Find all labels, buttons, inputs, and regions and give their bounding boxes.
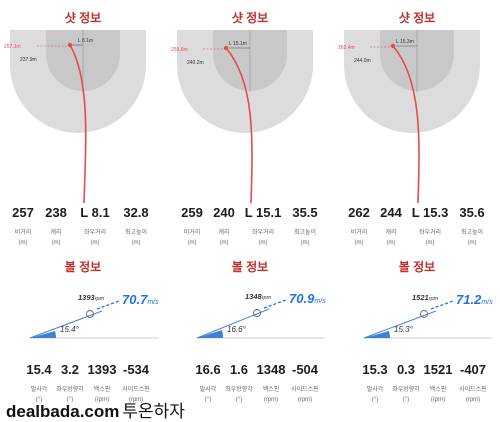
- ball-trajectory: [69, 44, 87, 204]
- speed-arrow: [96, 300, 120, 310]
- shot-panel-3: 샷 정보 L 15.3m 262.4m 244.0m 262 비거리 (m) 244…: [334, 0, 500, 418]
- side-distance-label: L 15.3m: [396, 39, 414, 45]
- stat-carry: 244 캐리 (m): [380, 205, 402, 246]
- launch-direction-line: [196, 308, 270, 339]
- launch-direction-line: [363, 310, 437, 339]
- shot-field-diagram: L 15.3m 262.4m 244.0m: [338, 30, 480, 204]
- stat-launch-angle: 15.4 발사각 (°): [26, 362, 52, 403]
- watermark-author: 투온하자: [122, 402, 185, 421]
- backspin-rpm: 1521rpm: [412, 293, 439, 302]
- launch-angle-label: 16.6°: [227, 325, 247, 334]
- shot-panel-1: 샷 정보 L 8.1m 257.1m 237.9m 257 비거리 (m) 238 캐…: [0, 0, 166, 418]
- speed-arrow: [263, 299, 287, 309]
- shot-info-title: 샷 정보: [64, 11, 102, 25]
- shot-info-title: 샷 정보: [231, 11, 269, 25]
- launch-direction-line: [29, 310, 103, 339]
- stat-side-distance: L 15.1 좌우거리 (m): [244, 205, 282, 246]
- launch-angle-wedge: [30, 331, 56, 338]
- watermark: dealbada.com 투온하자: [6, 397, 185, 422]
- launch-angle-label: 15.4°: [60, 325, 80, 334]
- ball-trajectory: [392, 45, 420, 204]
- side-distance-label: L 15.1m: [229, 41, 247, 47]
- watermark-site: dealbada.com: [6, 402, 120, 421]
- shot-field-diagram: L 15.1m 259.6m 240.2m: [171, 30, 313, 204]
- stat-max-height: 32.8 최고높이 (m): [123, 205, 149, 246]
- stat-side-angle: 1.6 좌우방향각 (°): [225, 362, 253, 403]
- ball-info-title: 볼 정보: [64, 260, 102, 274]
- ball-info-title: 볼 정보: [398, 260, 436, 274]
- total-distance-label: 257.1m: [4, 44, 21, 50]
- side-distance-label: L 8.1m: [78, 38, 93, 44]
- launch-angle-wedge: [197, 330, 224, 338]
- shot-info-title: 샷 정보: [398, 11, 436, 25]
- stat-side-distance: L 8.1 좌우거리 (m): [80, 205, 110, 246]
- landing-point: [223, 45, 229, 51]
- stat-backspin: 1521 백스핀 (rpm): [423, 362, 453, 403]
- total-distance-label: 259.6m: [171, 47, 188, 53]
- stat-total-distance: 257 비거리 (m): [12, 205, 34, 246]
- stat-sidespin: -504 사이드스핀 (rpm): [291, 362, 319, 403]
- landing-point: [390, 43, 396, 49]
- shot-field-diagram: L 8.1m 257.1m 237.9m: [4, 30, 146, 204]
- landing-point: [67, 42, 73, 48]
- stat-backspin: 1348 백스핀 (rpm): [256, 362, 286, 403]
- speed-arrow: [430, 300, 454, 310]
- stat-total-distance: 262 비거리 (m): [348, 205, 370, 246]
- launch-diagram: 15.4° 1393rpm 70.7m/s: [29, 292, 159, 339]
- launch-diagram: 15.3° 1521rpm 71.2m/s: [363, 292, 493, 339]
- stat-side-distance: L 15.3 좌우거리 (m): [411, 205, 449, 246]
- launch-diagram: 16.6° 1348rpm 70.9m/s: [196, 291, 326, 339]
- stat-max-height: 35.5 최고높이 (m): [292, 205, 318, 246]
- backspin-rpm: 1393rpm: [78, 293, 105, 302]
- spin-icon: [86, 310, 94, 318]
- ball-info-title: 볼 정보: [231, 260, 269, 274]
- launch-angle-wedge: [364, 331, 390, 338]
- carry-distance-label: 240.2m: [187, 60, 204, 66]
- stat-carry: 238 캐리 (m): [45, 205, 67, 246]
- ball-speed: 71.2m/s: [456, 292, 493, 307]
- backspin-rpm: 1348rpm: [245, 292, 272, 301]
- carry-distance-label: 237.9m: [20, 57, 37, 63]
- stat-total-distance: 259 비거리 (m): [181, 205, 203, 246]
- stat-side-angle: 0.3 좌우방향각 (°): [392, 362, 420, 403]
- spin-icon: [253, 309, 261, 317]
- launch-angle-label: 15.3°: [394, 325, 414, 334]
- stat-sidespin: -534 사이드스핀 (rpm): [122, 362, 150, 403]
- spin-icon: [420, 310, 428, 318]
- total-distance-label: 262.4m: [338, 45, 355, 51]
- stat-max-height: 35.6 최고높이 (m): [459, 205, 485, 246]
- stat-side-angle: 3.2 좌우방향각 (°): [56, 362, 84, 403]
- carry-distance-label: 244.0m: [354, 58, 371, 64]
- stat-carry: 240 캐리 (m): [213, 205, 235, 246]
- shot-panel-2: 샷 정보 L 15.1m 259.6m 240.2m 259 비거리 (m) 240…: [167, 0, 333, 418]
- ball-speed: 70.7m/s: [122, 292, 159, 307]
- ball-speed: 70.9m/s: [289, 291, 326, 306]
- stat-launch-angle: 16.6 발사각 (°): [195, 362, 221, 403]
- stat-sidespin: -407 사이드스핀 (rpm): [459, 362, 487, 403]
- stat-launch-angle: 15.3 발사각 (°): [362, 362, 388, 403]
- stat-backspin: 1393 백스핀 (rpm): [87, 362, 117, 403]
- ball-trajectory: [225, 47, 253, 204]
